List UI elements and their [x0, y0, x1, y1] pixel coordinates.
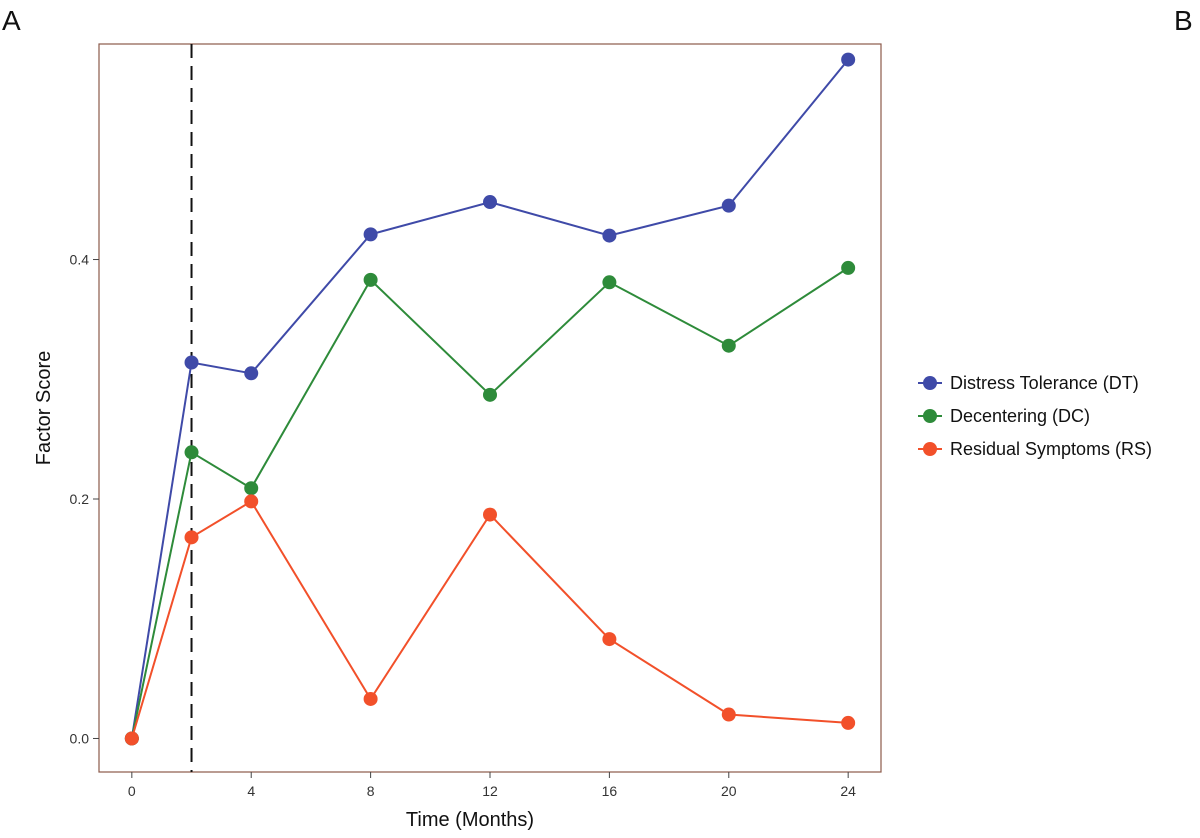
- data-point: [483, 507, 497, 522]
- x-tick-label: 0: [128, 783, 136, 799]
- y-axis-title: Factor Score: [33, 351, 55, 465]
- data-point: [841, 52, 856, 67]
- data-point: [363, 227, 378, 242]
- data-point: [184, 530, 199, 545]
- data-point: [721, 707, 736, 722]
- data-point: [483, 387, 497, 402]
- data-point: [602, 632, 617, 647]
- data-point: [244, 366, 259, 381]
- panel-label-b: B: [1174, 5, 1193, 36]
- series-line: [130, 267, 849, 739]
- data-point: [721, 198, 736, 213]
- data-point: [483, 195, 497, 210]
- data-point: [721, 338, 736, 353]
- panel-label-a: A: [2, 5, 21, 36]
- y-tick-label: 0.2: [70, 491, 90, 507]
- data-point: [841, 715, 856, 730]
- data-point: [184, 445, 199, 460]
- y-tick-label: 0.0: [70, 730, 90, 746]
- legend-label: Distress Tolerance (DT): [950, 373, 1139, 393]
- x-tick-label: 12: [482, 783, 498, 799]
- series-group: [124, 52, 856, 746]
- data-point: [602, 275, 617, 290]
- data-point: [841, 260, 856, 275]
- legend-item: Residual Symptoms (RS): [918, 439, 1152, 459]
- data-point: [363, 272, 378, 287]
- x-tick-label: 8: [367, 783, 375, 799]
- data-point: [602, 228, 617, 243]
- x-tick-label: 4: [247, 783, 255, 799]
- series-line: [130, 58, 849, 739]
- legend-marker: [923, 409, 937, 423]
- series-1: [124, 260, 856, 746]
- x-tick-label: 16: [602, 783, 618, 799]
- x-axis: 0 4 8 12 16 20 24: [128, 772, 856, 799]
- legend-label: Decentering (DC): [950, 406, 1090, 426]
- legend-item: Decentering (DC): [918, 406, 1090, 426]
- legend-marker: [923, 442, 937, 456]
- data-point: [363, 691, 378, 706]
- series-2: [124, 494, 856, 746]
- legend: Distress Tolerance (DT) Decentering (DC) R…: [918, 373, 1152, 459]
- legend-marker: [923, 376, 937, 390]
- series-line: [130, 500, 849, 739]
- x-axis-title: Time (Months): [406, 809, 534, 831]
- plot-frame: [98, 43, 882, 773]
- data-point: [244, 481, 259, 496]
- data-point: [244, 494, 259, 509]
- data-point: [124, 731, 139, 746]
- data-point: [184, 355, 199, 370]
- legend-label: Residual Symptoms (RS): [950, 439, 1152, 459]
- y-axis: 0.0 0.2 0.4: [70, 252, 99, 746]
- x-tick-label: 24: [840, 783, 856, 799]
- legend-item: Distress Tolerance (DT): [918, 373, 1139, 393]
- y-tick-label: 0.4: [70, 252, 90, 268]
- x-tick-label: 20: [721, 783, 737, 799]
